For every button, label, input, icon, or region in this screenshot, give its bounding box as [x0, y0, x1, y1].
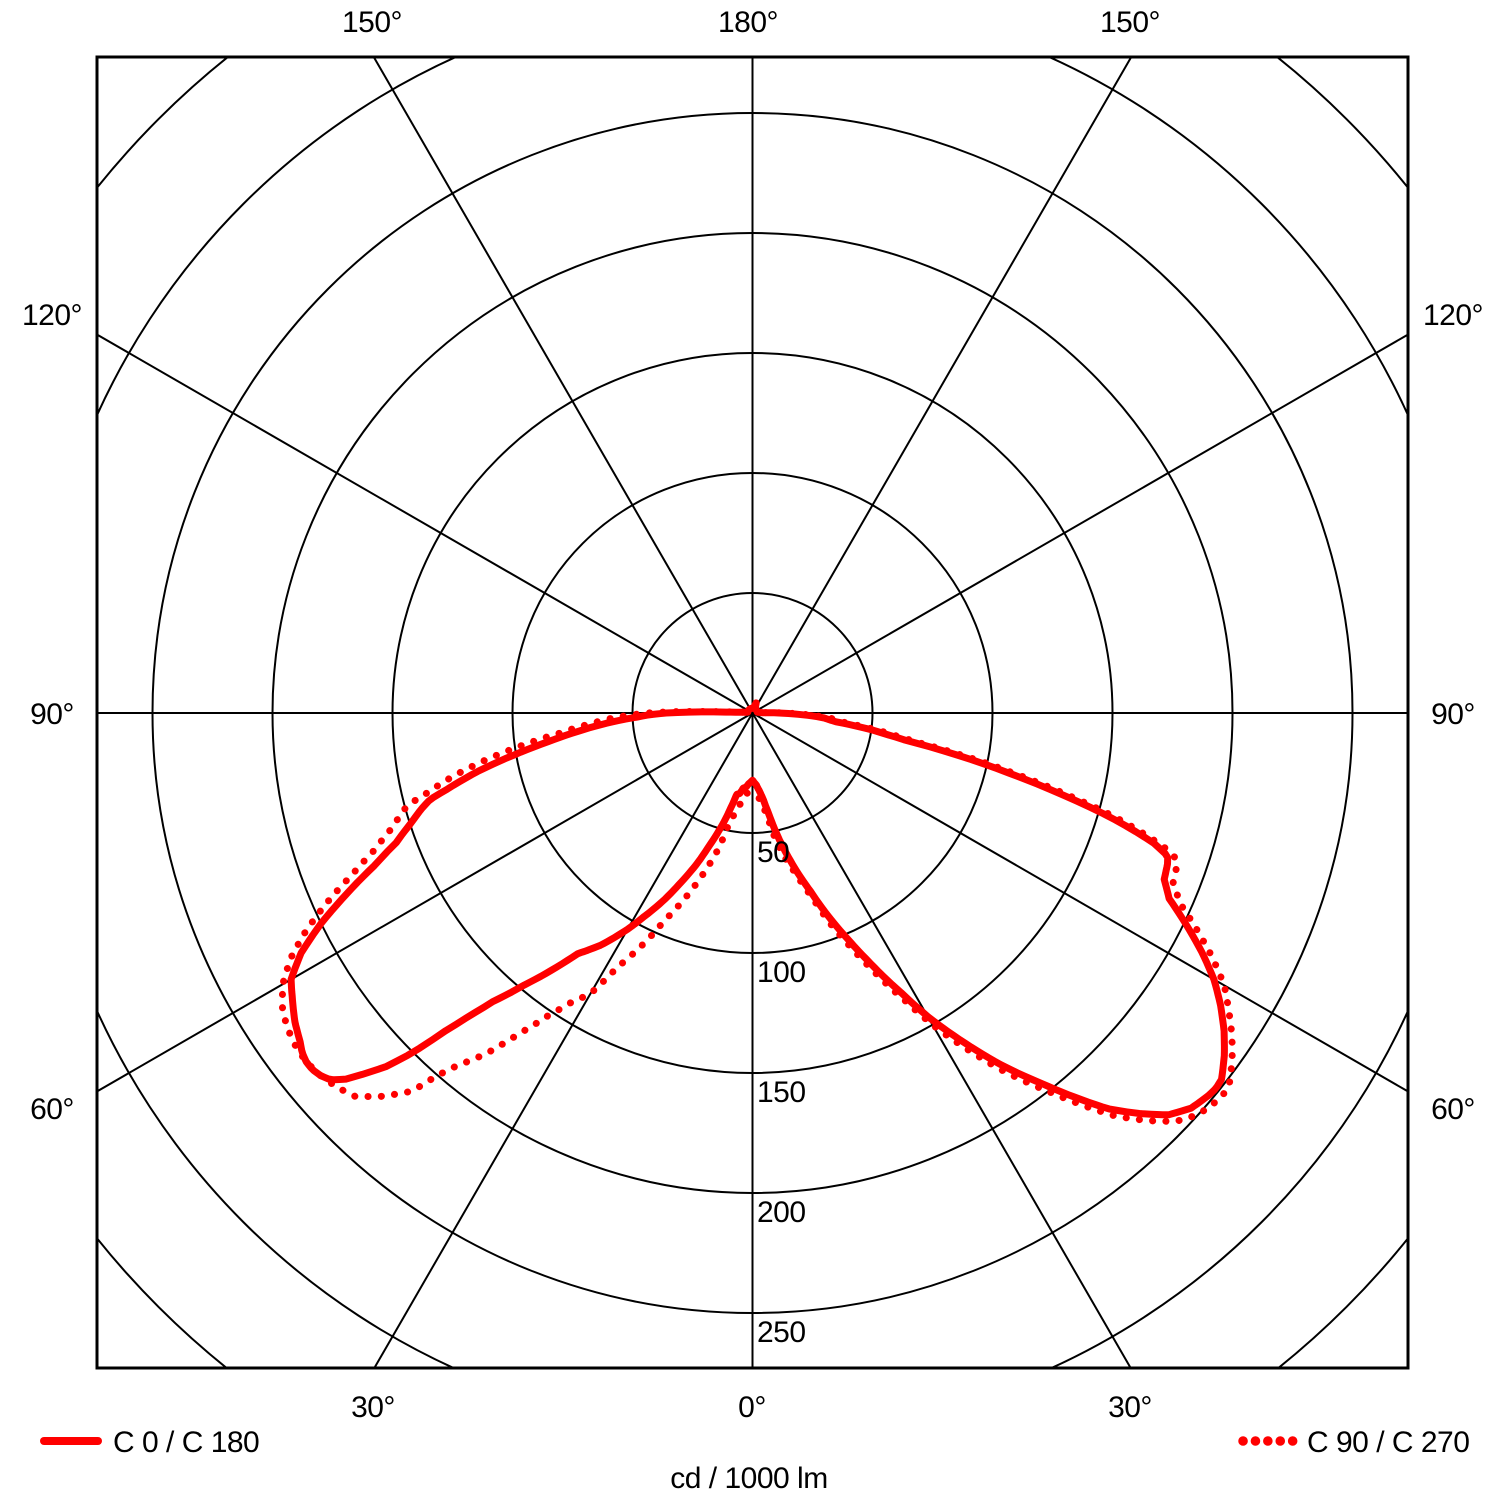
angle-label-top-center: 180°: [718, 6, 778, 39]
radial-tick-100: 100: [757, 956, 806, 989]
radial-tick-50: 50: [757, 836, 789, 869]
radial-tick-250: 250: [757, 1316, 806, 1349]
legend-label-c0-c180: C 0 / C 180: [113, 1426, 259, 1459]
grid-spoke: [373, 712, 754, 1368]
chart-caption: cd / 1000 lm: [670, 1462, 827, 1495]
grid-spoke: [752, 333, 1408, 714]
angle-label-right-60: 60°: [1431, 1093, 1475, 1126]
angle-label-bottom-center: 0°: [738, 1391, 766, 1424]
grid-spoke: [751, 712, 1132, 1368]
grid-spoke: [752, 712, 1408, 1093]
angle-label-right-90: 90°: [1431, 698, 1475, 731]
radial-tick-150: 150: [757, 1076, 806, 1109]
radial-tick-200: 200: [757, 1196, 806, 1229]
angle-label-bottom-right: 30°: [1108, 1391, 1152, 1424]
angle-label-right-120: 120°: [1423, 299, 1483, 332]
legend-c0-c180: C 0 / C 180: [40, 1426, 260, 1459]
curve-c0-c180: [287, 699, 1228, 1119]
angle-label-top-left: 150°: [342, 6, 402, 39]
grid-spoke: [97, 333, 753, 714]
curve-layer: [278, 699, 1236, 1125]
grid-spoke: [372, 57, 754, 714]
angle-label-left-60: 60°: [30, 1093, 74, 1126]
angle-label-left-90: 90°: [30, 698, 74, 731]
grid-spoke: [751, 57, 1133, 714]
angle-label-bottom-left: 30°: [351, 1391, 395, 1424]
legend-c90-c270: C 90 / C 270: [1238, 1426, 1470, 1459]
legend-label-c90-c270: C 90 / C 270: [1307, 1426, 1469, 1459]
angle-label-top-right: 150°: [1100, 6, 1160, 39]
angle-label-left-120: 120°: [22, 299, 82, 332]
curve-c90-c270: [278, 704, 1236, 1125]
plot-border: [95, 55, 1410, 1370]
grid-spoke: [97, 712, 753, 1093]
